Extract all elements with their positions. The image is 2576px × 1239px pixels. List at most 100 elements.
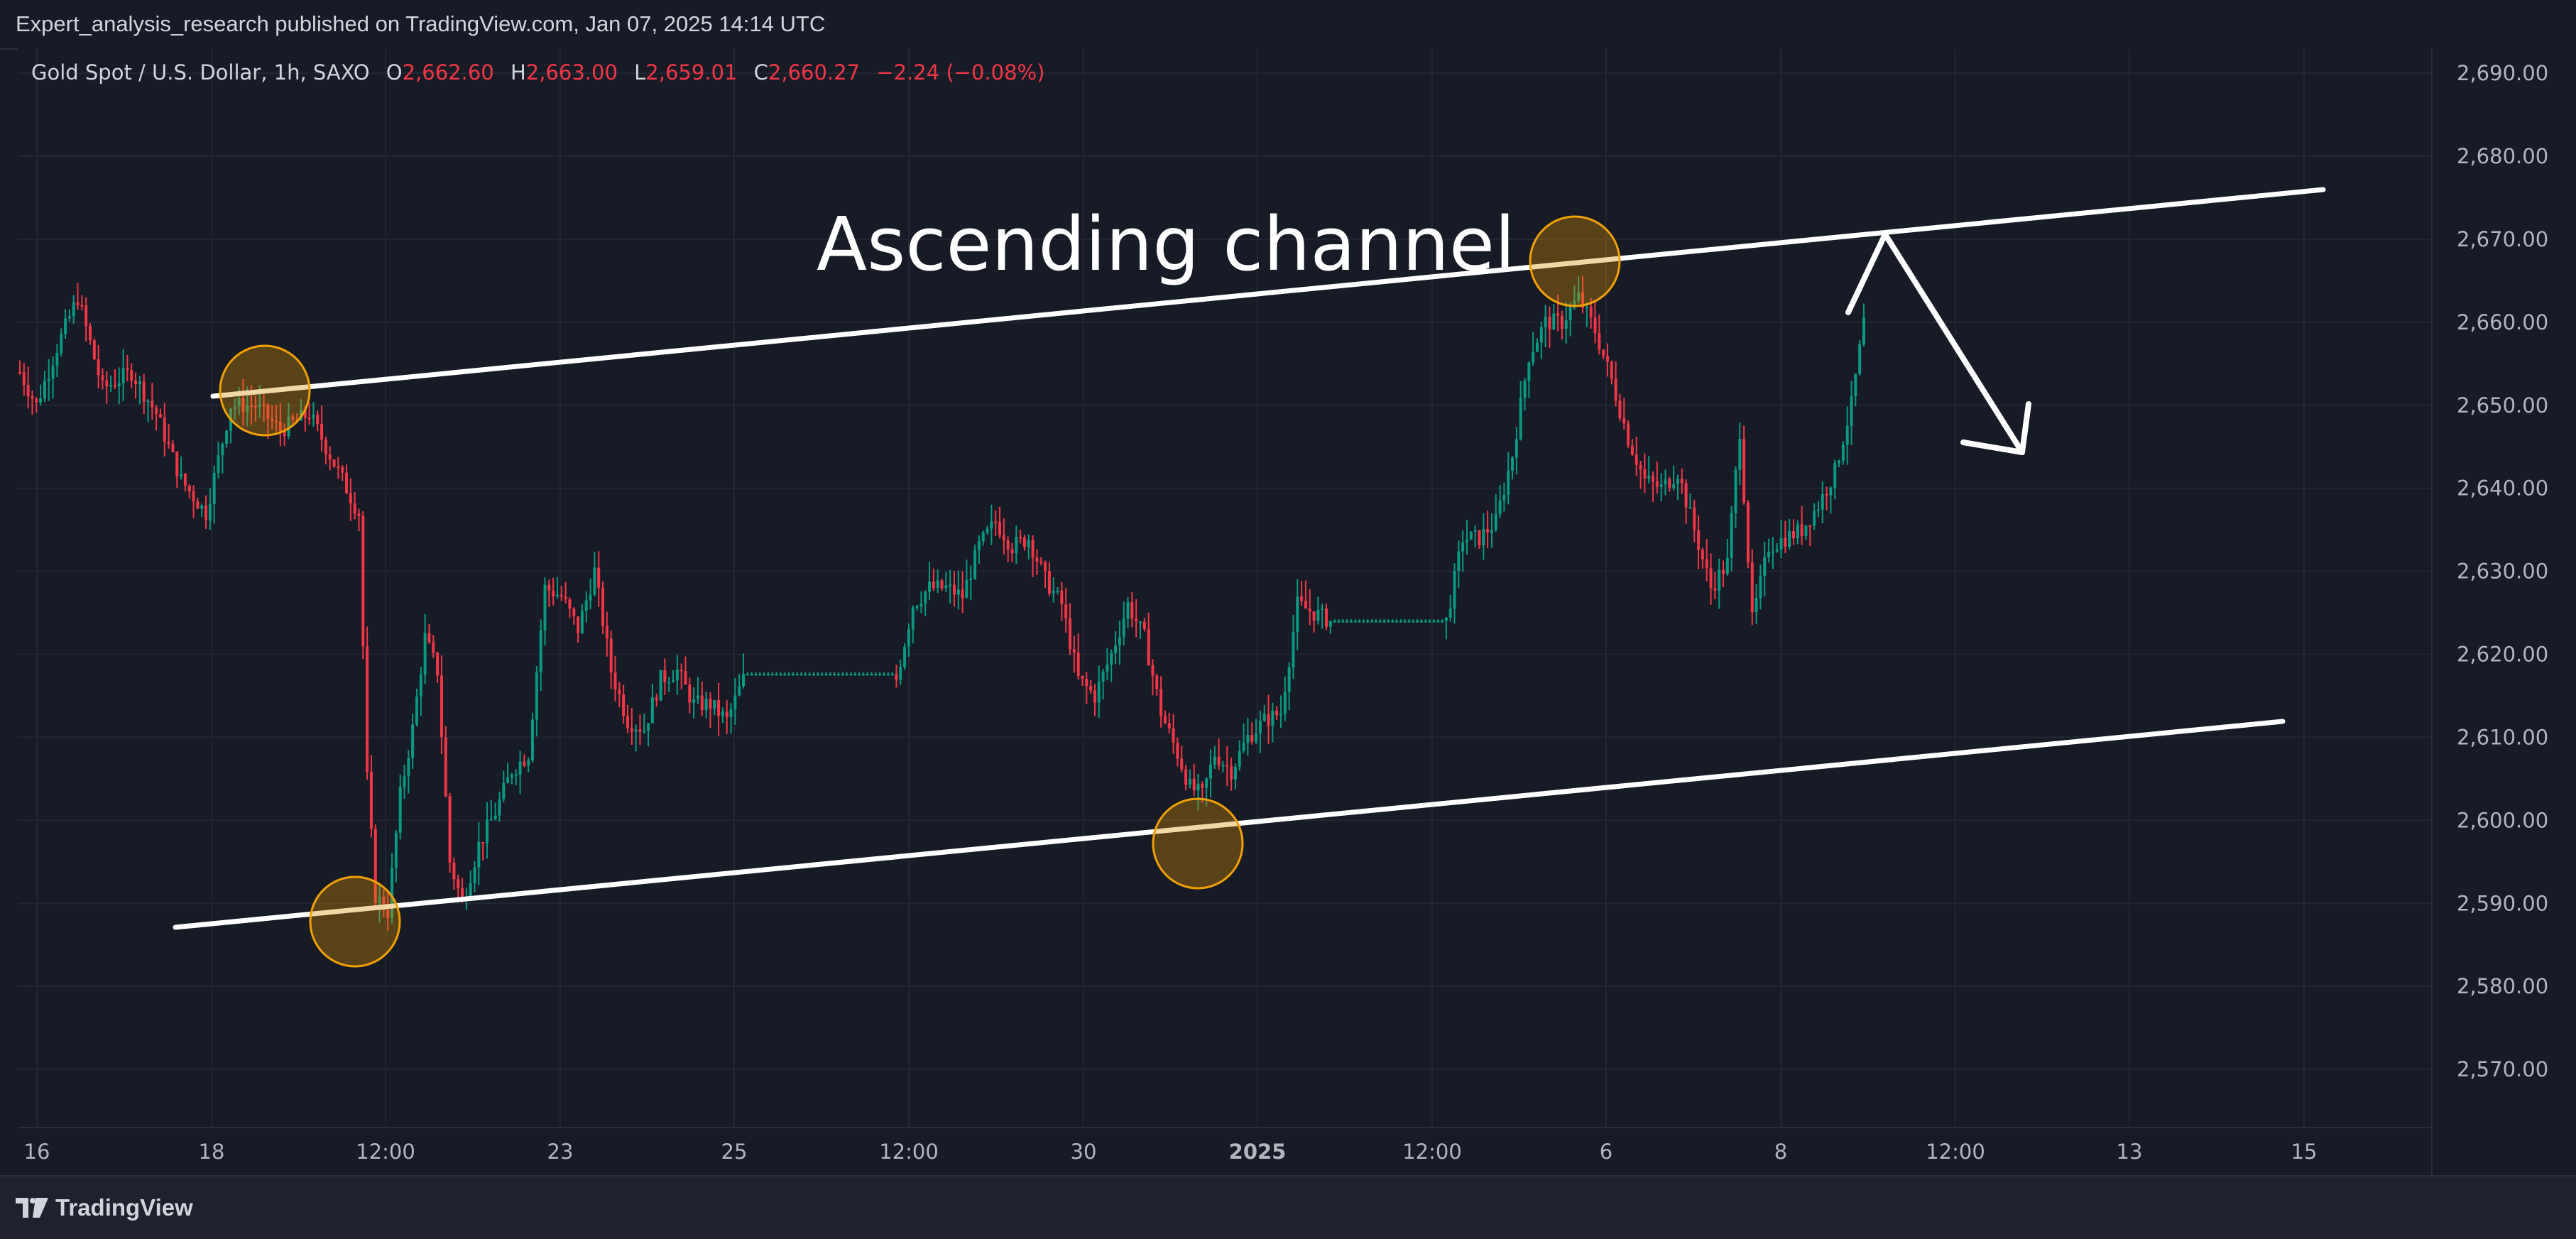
candle-body bbox=[1387, 621, 1390, 623]
candle-body bbox=[1618, 400, 1622, 418]
candle-body bbox=[1466, 539, 1469, 543]
candle-body bbox=[1448, 608, 1452, 618]
candle-body bbox=[709, 699, 712, 709]
candle-body bbox=[1701, 550, 1704, 560]
publish-header: Expert_analysis_research published on Tr… bbox=[0, 0, 2576, 50]
candle-body bbox=[353, 503, 356, 514]
candle-body bbox=[498, 799, 501, 816]
candle-body bbox=[1568, 307, 1572, 321]
candle-body bbox=[1250, 735, 1254, 742]
candle-body bbox=[1002, 535, 1005, 541]
tradingview-logo[interactable]: TradingView bbox=[16, 1192, 193, 1223]
y-tick-label: 2,660.00 bbox=[2457, 310, 2548, 334]
candle-body bbox=[1473, 530, 1477, 532]
candle-body bbox=[1622, 417, 1626, 424]
legend-h-label: H bbox=[511, 60, 526, 84]
channel-upper-line[interactable] bbox=[210, 187, 2326, 399]
candle-body bbox=[357, 513, 361, 516]
candle-body bbox=[394, 832, 398, 868]
candle-body bbox=[836, 674, 840, 676]
candle-body bbox=[717, 699, 721, 716]
x-tick-label: 13 bbox=[2117, 1140, 2143, 1164]
candle-body bbox=[1346, 621, 1349, 623]
x-tick-label: 12:00 bbox=[1926, 1140, 1985, 1164]
candle-body bbox=[1813, 511, 1816, 526]
candle-body bbox=[1825, 493, 1828, 496]
candle-body bbox=[423, 633, 427, 675]
candle-body bbox=[1233, 766, 1237, 780]
time-axis[interactable]: 16 18 12:00 23 25 12:00 30 2025 12:00 6 8 12:00 13 15 bbox=[18, 1127, 2432, 1164]
candle-body bbox=[1664, 479, 1667, 485]
candle-body bbox=[899, 667, 902, 680]
candle-body bbox=[489, 819, 493, 821]
candle-body bbox=[1069, 618, 1072, 650]
candle-body bbox=[1403, 621, 1407, 623]
candle-body bbox=[1047, 571, 1051, 594]
candle-body bbox=[1172, 728, 1175, 743]
candle-body bbox=[990, 521, 993, 529]
candlestick-series bbox=[18, 275, 1865, 931]
candle-body bbox=[163, 417, 166, 442]
legend-c-value: 2,660.27 bbox=[768, 60, 860, 84]
price-chart[interactable]: Ascending channel Gold Spot / U.S. Dolla… bbox=[18, 48, 2576, 1176]
candle-body bbox=[1163, 716, 1167, 724]
candle-body bbox=[312, 414, 315, 419]
candle-body bbox=[667, 682, 671, 684]
x-tick-label: 16 bbox=[24, 1140, 50, 1164]
candle-body bbox=[874, 674, 878, 676]
candle-body bbox=[481, 842, 485, 844]
candle-body bbox=[1548, 316, 1551, 330]
candle-body bbox=[146, 400, 150, 403]
x-tick-label: 25 bbox=[721, 1140, 748, 1164]
candle-body bbox=[1486, 529, 1490, 533]
candle-body bbox=[391, 867, 394, 918]
candle-body bbox=[663, 670, 667, 682]
candle-body bbox=[969, 579, 973, 581]
candle-body bbox=[138, 381, 141, 385]
candle-body bbox=[1634, 454, 1638, 465]
candle-body bbox=[1444, 617, 1448, 621]
candle-body bbox=[307, 417, 311, 420]
candle-body bbox=[183, 474, 187, 486]
candle-body bbox=[1627, 423, 1630, 446]
projection-arrow-path[interactable] bbox=[1845, 231, 2025, 455]
candle-body bbox=[1258, 720, 1262, 733]
candle-body bbox=[109, 384, 113, 387]
touch-circle-top-left[interactable] bbox=[219, 344, 311, 437]
candle-body bbox=[1353, 621, 1357, 623]
candle-body bbox=[1407, 621, 1411, 623]
candle-body bbox=[1205, 778, 1208, 788]
candle-body bbox=[1006, 540, 1010, 550]
candle-body bbox=[1192, 778, 1196, 791]
legend-o-value: 2,662.60 bbox=[403, 60, 494, 84]
touch-circle-top-right[interactable] bbox=[1529, 215, 1621, 307]
candle-body bbox=[324, 440, 327, 454]
annotation-title[interactable]: Ascending channel bbox=[817, 201, 1515, 288]
candle-body bbox=[1072, 649, 1076, 653]
publisher-line: Expert_analysis_research published on Tr… bbox=[16, 11, 826, 36]
candle-body bbox=[1676, 479, 1679, 484]
candle-body bbox=[1358, 621, 1361, 623]
candle-body bbox=[1775, 549, 1779, 552]
candle-body bbox=[1428, 621, 1431, 623]
touch-circle-bottom-middle[interactable] bbox=[1152, 797, 1244, 890]
candle-body bbox=[1085, 678, 1088, 687]
candle-body bbox=[171, 444, 175, 452]
candle-body bbox=[427, 633, 431, 643]
candle-body bbox=[1130, 602, 1134, 619]
candle-body bbox=[1010, 549, 1014, 554]
candle-body bbox=[84, 305, 88, 326]
candle-body bbox=[1349, 621, 1353, 623]
channel-lower-line[interactable] bbox=[173, 719, 2286, 930]
chart-frame[interactable]: Ascending channel Gold Spot / U.S. Dolla… bbox=[18, 48, 2576, 1176]
candle-body bbox=[1614, 378, 1617, 401]
candle-body bbox=[952, 584, 956, 595]
price-axis[interactable]: 2,690.00 2,680.00 2,670.00 2,660.00 2,650.00… bbox=[2431, 48, 2548, 1176]
candle-body bbox=[1076, 653, 1080, 677]
touch-circle-bottom-left[interactable] bbox=[309, 875, 401, 968]
y-tick-label: 2,680.00 bbox=[2457, 144, 2548, 168]
candle-body bbox=[18, 372, 21, 373]
candle-body bbox=[337, 466, 340, 468]
candle-body bbox=[361, 515, 365, 647]
candle-body bbox=[965, 579, 968, 599]
